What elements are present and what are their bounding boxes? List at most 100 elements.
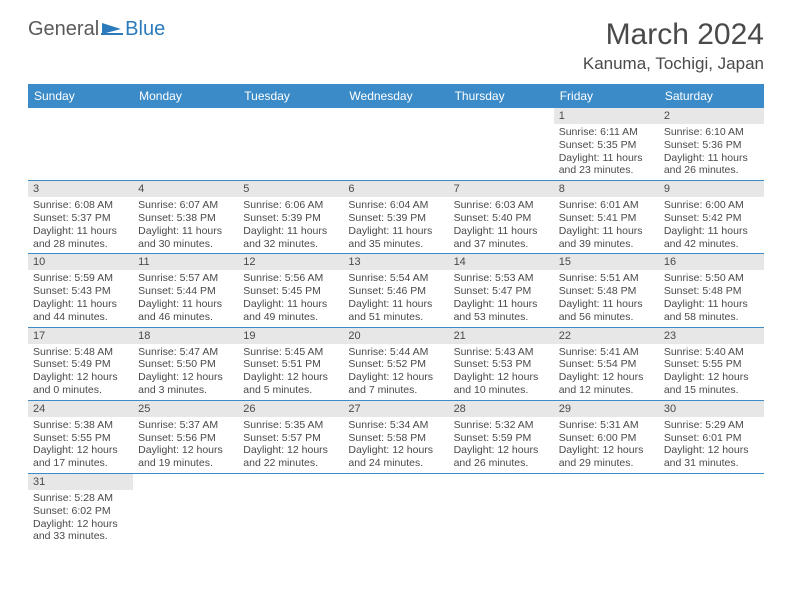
sunset-line: Sunset: 5:53 PM bbox=[454, 358, 549, 371]
month-title: March 2024 bbox=[583, 18, 764, 52]
daylight-line-2: and 31 minutes. bbox=[664, 457, 759, 470]
weekday-header: Saturday bbox=[659, 84, 764, 108]
daylight-line-1: Daylight: 12 hours bbox=[664, 371, 759, 384]
day-number: 20 bbox=[343, 328, 448, 344]
day-number: 1 bbox=[554, 108, 659, 124]
calendar-day-cell: 25Sunrise: 5:37 AMSunset: 5:56 PMDayligh… bbox=[133, 400, 238, 473]
day-number: 18 bbox=[133, 328, 238, 344]
weekday-header: Tuesday bbox=[238, 84, 343, 108]
calendar-day-cell bbox=[343, 108, 448, 181]
calendar-day-cell bbox=[659, 473, 764, 546]
daylight-line-2: and 26 minutes. bbox=[454, 457, 549, 470]
sunrise-line: Sunrise: 6:07 AM bbox=[138, 199, 233, 212]
sunset-line: Sunset: 5:39 PM bbox=[348, 212, 443, 225]
day-number: 26 bbox=[238, 401, 343, 417]
day-number: 23 bbox=[659, 328, 764, 344]
daylight-line-1: Daylight: 12 hours bbox=[454, 371, 549, 384]
calendar-week-row: 3Sunrise: 6:08 AMSunset: 5:37 PMDaylight… bbox=[28, 181, 764, 254]
daylight-line-1: Daylight: 11 hours bbox=[454, 225, 549, 238]
day-details: Sunrise: 5:50 AMSunset: 5:48 PMDaylight:… bbox=[659, 270, 764, 326]
sunset-line: Sunset: 5:48 PM bbox=[559, 285, 654, 298]
calendar-day-cell: 13Sunrise: 5:54 AMSunset: 5:46 PMDayligh… bbox=[343, 254, 448, 327]
daylight-line-2: and 53 minutes. bbox=[454, 311, 549, 324]
daylight-line-2: and 30 minutes. bbox=[138, 238, 233, 251]
weekday-header: Wednesday bbox=[343, 84, 448, 108]
day-details: Sunrise: 5:54 AMSunset: 5:46 PMDaylight:… bbox=[343, 270, 448, 326]
calendar-day-cell: 12Sunrise: 5:56 AMSunset: 5:45 PMDayligh… bbox=[238, 254, 343, 327]
sunrise-line: Sunrise: 5:38 AM bbox=[33, 419, 128, 432]
sunrise-line: Sunrise: 5:45 AM bbox=[243, 346, 338, 359]
sunset-line: Sunset: 5:38 PM bbox=[138, 212, 233, 225]
daylight-line-2: and 17 minutes. bbox=[33, 457, 128, 470]
calendar-day-cell: 20Sunrise: 5:44 AMSunset: 5:52 PMDayligh… bbox=[343, 327, 448, 400]
day-details: Sunrise: 6:00 AMSunset: 5:42 PMDaylight:… bbox=[659, 197, 764, 253]
day-details: Sunrise: 6:10 AMSunset: 5:36 PMDaylight:… bbox=[659, 124, 764, 180]
sunset-line: Sunset: 6:02 PM bbox=[33, 505, 128, 518]
day-details: Sunrise: 5:48 AMSunset: 5:49 PMDaylight:… bbox=[28, 344, 133, 400]
calendar-day-cell: 2Sunrise: 6:10 AMSunset: 5:36 PMDaylight… bbox=[659, 108, 764, 181]
daylight-line-2: and 29 minutes. bbox=[559, 457, 654, 470]
day-details: Sunrise: 6:01 AMSunset: 5:41 PMDaylight:… bbox=[554, 197, 659, 253]
calendar-day-cell bbox=[133, 108, 238, 181]
daylight-line-1: Daylight: 12 hours bbox=[664, 444, 759, 457]
day-details: Sunrise: 5:37 AMSunset: 5:56 PMDaylight:… bbox=[133, 417, 238, 473]
logo: General Blue bbox=[28, 18, 165, 41]
sunrise-line: Sunrise: 5:48 AM bbox=[33, 346, 128, 359]
calendar-day-cell bbox=[238, 108, 343, 181]
daylight-line-1: Daylight: 11 hours bbox=[33, 298, 128, 311]
calendar-day-cell: 27Sunrise: 5:34 AMSunset: 5:58 PMDayligh… bbox=[343, 400, 448, 473]
day-details: Sunrise: 5:29 AMSunset: 6:01 PMDaylight:… bbox=[659, 417, 764, 473]
sunset-line: Sunset: 5:40 PM bbox=[454, 212, 549, 225]
sunrise-line: Sunrise: 5:29 AM bbox=[664, 419, 759, 432]
sunrise-line: Sunrise: 5:53 AM bbox=[454, 272, 549, 285]
daylight-line-2: and 37 minutes. bbox=[454, 238, 549, 251]
calendar-day-cell: 29Sunrise: 5:31 AMSunset: 6:00 PMDayligh… bbox=[554, 400, 659, 473]
day-number: 15 bbox=[554, 254, 659, 270]
daylight-line-1: Daylight: 11 hours bbox=[33, 225, 128, 238]
day-number: 6 bbox=[343, 181, 448, 197]
daylight-line-2: and 15 minutes. bbox=[664, 384, 759, 397]
sunset-line: Sunset: 5:44 PM bbox=[138, 285, 233, 298]
calendar-day-cell: 14Sunrise: 5:53 AMSunset: 5:47 PMDayligh… bbox=[449, 254, 554, 327]
daylight-line-2: and 42 minutes. bbox=[664, 238, 759, 251]
sunset-line: Sunset: 5:54 PM bbox=[559, 358, 654, 371]
calendar-day-cell: 15Sunrise: 5:51 AMSunset: 5:48 PMDayligh… bbox=[554, 254, 659, 327]
daylight-line-1: Daylight: 12 hours bbox=[559, 371, 654, 384]
calendar-table: Sunday Monday Tuesday Wednesday Thursday… bbox=[28, 84, 764, 546]
daylight-line-2: and 35 minutes. bbox=[348, 238, 443, 251]
sunrise-line: Sunrise: 6:08 AM bbox=[33, 199, 128, 212]
daylight-line-2: and 12 minutes. bbox=[559, 384, 654, 397]
sunset-line: Sunset: 5:36 PM bbox=[664, 139, 759, 152]
day-number: 3 bbox=[28, 181, 133, 197]
sunrise-line: Sunrise: 5:54 AM bbox=[348, 272, 443, 285]
day-details: Sunrise: 5:31 AMSunset: 6:00 PMDaylight:… bbox=[554, 417, 659, 473]
location: Kanuma, Tochigi, Japan bbox=[583, 54, 764, 74]
day-details: Sunrise: 5:34 AMSunset: 5:58 PMDaylight:… bbox=[343, 417, 448, 473]
day-number: 13 bbox=[343, 254, 448, 270]
sunset-line: Sunset: 5:55 PM bbox=[33, 432, 128, 445]
daylight-line-2: and 24 minutes. bbox=[348, 457, 443, 470]
daylight-line-1: Daylight: 11 hours bbox=[138, 225, 233, 238]
day-details: Sunrise: 6:06 AMSunset: 5:39 PMDaylight:… bbox=[238, 197, 343, 253]
sunrise-line: Sunrise: 6:03 AM bbox=[454, 199, 549, 212]
daylight-line-2: and 39 minutes. bbox=[559, 238, 654, 251]
calendar-day-cell: 7Sunrise: 6:03 AMSunset: 5:40 PMDaylight… bbox=[449, 181, 554, 254]
sunrise-line: Sunrise: 6:04 AM bbox=[348, 199, 443, 212]
calendar-day-cell: 24Sunrise: 5:38 AMSunset: 5:55 PMDayligh… bbox=[28, 400, 133, 473]
day-details: Sunrise: 6:04 AMSunset: 5:39 PMDaylight:… bbox=[343, 197, 448, 253]
daylight-line-2: and 49 minutes. bbox=[243, 311, 338, 324]
day-number: 22 bbox=[554, 328, 659, 344]
daylight-line-2: and 22 minutes. bbox=[243, 457, 338, 470]
weekday-header: Friday bbox=[554, 84, 659, 108]
day-number: 16 bbox=[659, 254, 764, 270]
daylight-line-1: Daylight: 12 hours bbox=[348, 371, 443, 384]
calendar-day-cell bbox=[133, 473, 238, 546]
daylight-line-1: Daylight: 12 hours bbox=[348, 444, 443, 457]
sunset-line: Sunset: 5:56 PM bbox=[138, 432, 233, 445]
day-details: Sunrise: 5:56 AMSunset: 5:45 PMDaylight:… bbox=[238, 270, 343, 326]
sunset-line: Sunset: 5:46 PM bbox=[348, 285, 443, 298]
daylight-line-1: Daylight: 11 hours bbox=[559, 225, 654, 238]
daylight-line-2: and 3 minutes. bbox=[138, 384, 233, 397]
day-details: Sunrise: 5:43 AMSunset: 5:53 PMDaylight:… bbox=[449, 344, 554, 400]
day-details: Sunrise: 5:51 AMSunset: 5:48 PMDaylight:… bbox=[554, 270, 659, 326]
